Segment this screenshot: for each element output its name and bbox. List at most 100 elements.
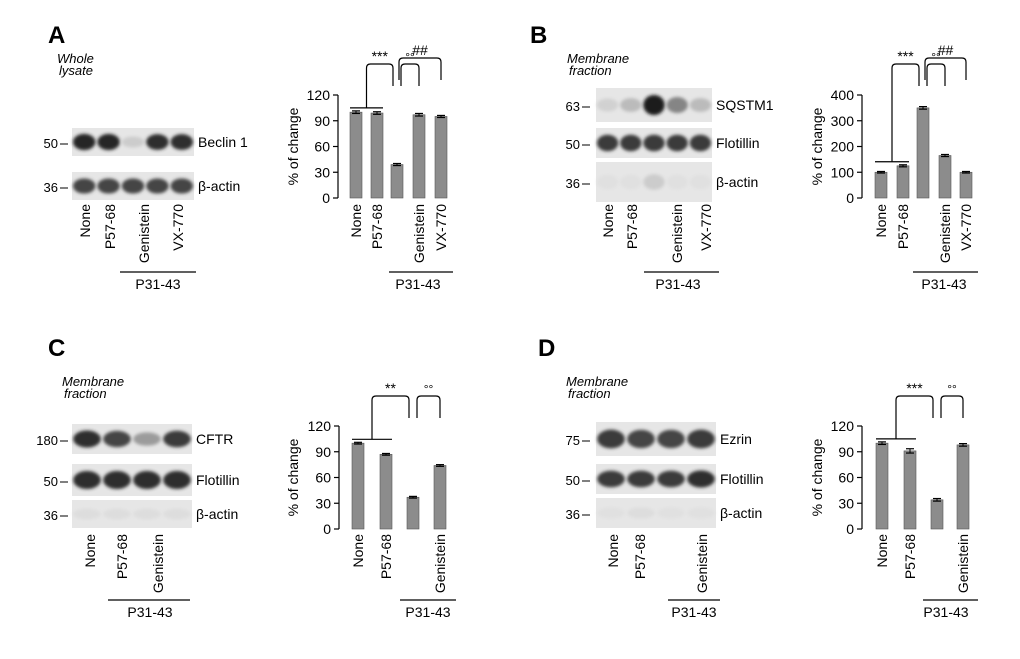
protein-name: β-actin	[196, 506, 238, 522]
y-tick-label: 90	[838, 444, 854, 460]
bar-chart: 0 30 60 90 120 % of change None P57-68 Genistein…	[285, 42, 453, 292]
protein-band	[163, 470, 191, 490]
protein-name: β-actin	[716, 174, 758, 190]
category-label: Genistein	[432, 534, 448, 593]
protein-band	[146, 178, 169, 194]
group-label: P31-43	[127, 604, 172, 620]
blot-strip	[596, 422, 716, 456]
panel-letter: B	[530, 22, 547, 49]
y-tick-label: 120	[308, 418, 332, 434]
sig-bracket	[926, 63, 946, 86]
protein-band	[620, 98, 642, 112]
lane-label: None	[605, 534, 621, 568]
y-axis-label: % of change	[809, 438, 825, 516]
group-label: P31-43	[671, 604, 716, 620]
panel-letter: C	[48, 335, 65, 362]
protein-band	[170, 178, 194, 194]
lane-label: None	[600, 204, 616, 238]
protein-name: CFTR	[196, 431, 233, 447]
protein-band	[643, 95, 665, 115]
bar	[916, 107, 930, 199]
lane-label: Genistein	[669, 204, 685, 263]
bar-chart: 0 100 200 300 400 % of change None P57-68 Genist…	[809, 42, 978, 292]
protein-band	[666, 174, 688, 190]
y-tick-label: 200	[831, 139, 855, 155]
protein-band	[97, 178, 120, 194]
sig-bracket	[398, 57, 442, 80]
protein-name: Ezrin	[720, 431, 752, 447]
blot-strip	[72, 464, 192, 496]
lane-label: None	[77, 204, 93, 238]
blot-strip	[72, 500, 192, 528]
protein-band	[73, 430, 101, 448]
protein-band	[627, 507, 655, 519]
category-label: None	[873, 204, 889, 238]
protein-band	[627, 470, 655, 488]
protein-band	[121, 136, 145, 148]
category-label: Genistein	[955, 534, 971, 593]
y-tick-label: 0	[323, 521, 331, 537]
lane-label: P57-68	[102, 204, 118, 249]
bar	[351, 442, 365, 530]
bar	[390, 164, 404, 199]
bar	[874, 171, 888, 199]
y-axis-label: % of change	[809, 107, 825, 185]
protein-band	[643, 174, 665, 190]
group-label: P31-43	[921, 276, 966, 292]
category-label: P57-68	[902, 534, 918, 579]
category-label: None	[348, 204, 364, 238]
bar	[370, 112, 384, 199]
category-label: P57-68	[369, 204, 385, 249]
y-tick-label: 300	[831, 113, 855, 129]
bar	[896, 165, 910, 199]
bar	[412, 114, 426, 199]
bar	[938, 155, 952, 199]
protein-band	[597, 429, 625, 449]
protein-band	[73, 470, 101, 490]
mw-marker-label: 36	[566, 507, 580, 522]
sig-label: ***	[906, 380, 923, 396]
mw-marker-label: 50	[44, 474, 58, 489]
group-label: P31-43	[395, 276, 440, 292]
protein-band	[146, 134, 169, 150]
bar-chart: 0 30 60 90 120 % of change None P57-68 Genistein…	[285, 380, 456, 620]
lane-label: Genistein	[136, 204, 152, 263]
protein-band	[103, 470, 131, 490]
lane-label: P57-68	[632, 534, 648, 579]
protein-name: Beclin 1	[198, 134, 248, 150]
protein-band	[133, 470, 161, 490]
protein-band	[597, 507, 625, 519]
protein-name: Flotillin	[196, 472, 240, 488]
protein-name: β-actin	[198, 178, 240, 194]
bar	[930, 499, 944, 530]
category-label: VX-770	[958, 204, 974, 251]
protein-name: Flotillin	[720, 471, 764, 487]
sig-bracket	[371, 395, 410, 440]
y-tick-label: 60	[838, 470, 854, 486]
protein-band	[687, 470, 715, 488]
sig-label: ***	[372, 48, 389, 64]
protein-name: Flotillin	[716, 135, 760, 151]
protein-name: SQSTM1	[716, 97, 774, 113]
bar-chart: 0 30 60 90 120 % of change None P57-68 Genistein…	[809, 380, 978, 620]
protein-band	[121, 178, 145, 194]
protein-band	[163, 430, 191, 448]
protein-band	[620, 134, 642, 152]
sig-bracket	[416, 395, 441, 418]
group-label: P31-43	[135, 276, 180, 292]
category-label: Genistein	[937, 204, 953, 263]
category-label: P57-68	[895, 204, 911, 249]
y-tick-label: 30	[315, 495, 331, 511]
sig-bracket	[940, 395, 964, 418]
sig-label: ##	[938, 42, 954, 58]
blot-strip	[72, 172, 194, 200]
mw-marker-label: 75	[566, 433, 580, 448]
blot-strip	[72, 128, 194, 156]
bar	[959, 171, 973, 199]
sig-label: **	[385, 380, 396, 396]
protein-band	[72, 178, 96, 194]
protein-band	[666, 97, 688, 113]
y-tick-label: 400	[831, 87, 855, 103]
